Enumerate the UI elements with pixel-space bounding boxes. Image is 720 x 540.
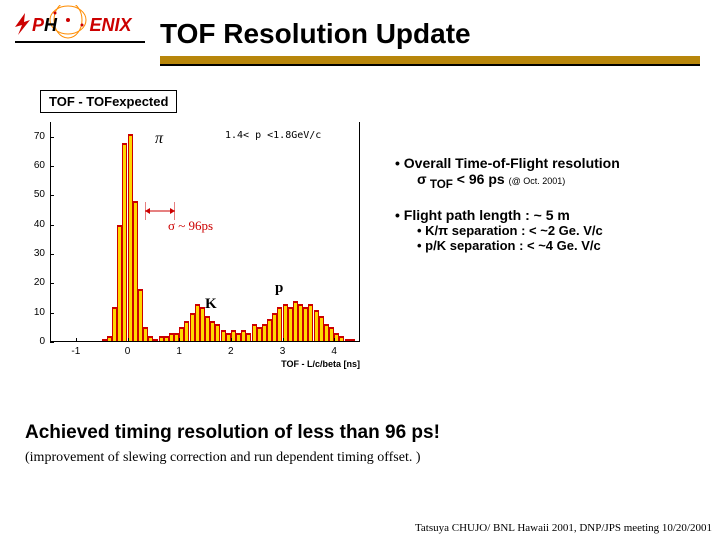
sigma-subscript: TOF — [427, 178, 453, 191]
title-underline — [160, 56, 700, 66]
x-tick-label: 2 — [221, 346, 241, 357]
x-tick-label: 1 — [169, 346, 189, 357]
y-tick-label: 20 — [25, 277, 45, 288]
bullet-resolution: • Overall Time-of-Flight resolution σ TO… — [395, 155, 713, 191]
sigma-annotation: σ ~ 96ps — [168, 218, 213, 234]
sigma-date: (@ Oct. 2001) — [509, 176, 566, 186]
y-tick-label: 10 — [25, 307, 45, 318]
p-peak-label: p — [275, 280, 283, 297]
plot-area: π K p 1.4< p <1.8GeV/c σ ~ 96ps TOF - L/… — [50, 122, 360, 342]
y-tick-label: 0 — [25, 336, 45, 347]
footer: Tatsuya CHUJO/ BNL Hawaii 2001, DNP/JPS … — [415, 522, 712, 534]
kpi-prefix: • K/ — [417, 223, 438, 238]
sigma-symbol: σ — [417, 171, 427, 187]
kpi-rest: separation : < ~2 Ge. V/c — [448, 223, 603, 238]
x-tick-label: 4 — [324, 346, 344, 357]
y-tick-label: 30 — [25, 248, 45, 259]
x-tick-label: 0 — [118, 346, 138, 357]
sigma-arrow — [145, 202, 175, 220]
phenix-logo: PH ENIX — [10, 5, 160, 55]
x-tick-label: -1 — [66, 346, 86, 357]
pk-separation: • p/K separation : < ~4 Ge. V/c — [395, 238, 713, 253]
y-tick-label: 70 — [25, 131, 45, 142]
x-tick-label: 3 — [273, 346, 293, 357]
page-title: TOF Resolution Update — [160, 18, 471, 50]
y-tick-label: 50 — [25, 189, 45, 200]
bullet2-main: • Flight path length : ~ 5 m — [395, 207, 713, 223]
bullet-flightpath: • Flight path length : ~ 5 m • K/π separ… — [395, 207, 713, 253]
conclusion-sub: (improvement of slewing correction and r… — [25, 450, 421, 466]
logo-p: P — [32, 15, 44, 35]
bullet-list: • Overall Time-of-Flight resolution σ TO… — [395, 155, 713, 269]
y-tick-label: 60 — [25, 160, 45, 171]
bullet1-line1: • Overall Time-of-Flight resolution — [395, 155, 713, 171]
sigma-value: < 96 ps — [453, 171, 509, 187]
y-tick-label: 40 — [25, 219, 45, 230]
kpi-pi: π — [438, 223, 448, 238]
pi-peak-label: π — [155, 130, 163, 148]
chart-title: TOF - TOFexpected — [40, 90, 177, 113]
x-axis-label: TOF - L/c/beta [ns] — [281, 359, 360, 369]
k-peak-label: K — [205, 296, 217, 313]
logo-h: H — [44, 15, 57, 35]
tof-histogram: TOF - TOFexpected π K p 1.4< p <1.8GeV/c… — [10, 90, 380, 370]
momentum-range: 1.4< p <1.8GeV/c — [225, 130, 321, 141]
logo-enix: ENIX — [89, 15, 131, 35]
conclusion: Achieved timing resolution of less than … — [25, 422, 440, 444]
